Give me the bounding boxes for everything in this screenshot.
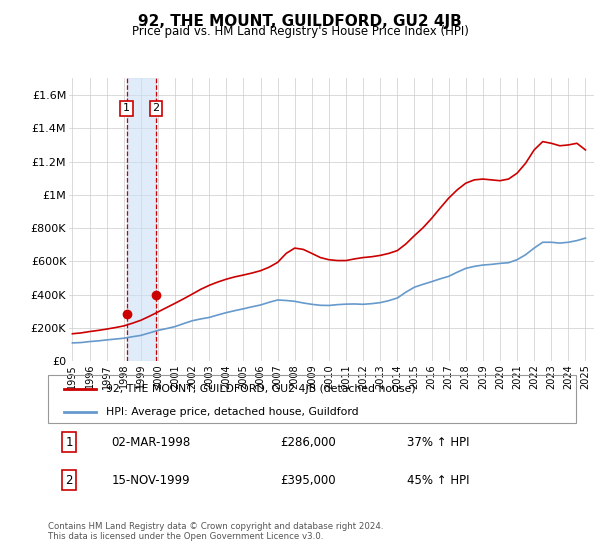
Text: 15-NOV-1999: 15-NOV-1999 bbox=[112, 474, 190, 487]
Text: 1: 1 bbox=[123, 104, 130, 113]
Bar bbox=[127, 78, 156, 361]
Text: 45% ↑ HPI: 45% ↑ HPI bbox=[407, 474, 470, 487]
Text: 1: 1 bbox=[65, 436, 73, 449]
Text: 2: 2 bbox=[65, 474, 73, 487]
Text: 92, THE MOUNT, GUILDFORD, GU2 4JB (detached house): 92, THE MOUNT, GUILDFORD, GU2 4JB (detac… bbox=[106, 384, 416, 394]
Text: 37% ↑ HPI: 37% ↑ HPI bbox=[407, 436, 470, 449]
Text: HPI: Average price, detached house, Guildford: HPI: Average price, detached house, Guil… bbox=[106, 407, 359, 417]
Text: 92, THE MOUNT, GUILDFORD, GU2 4JB: 92, THE MOUNT, GUILDFORD, GU2 4JB bbox=[138, 14, 462, 29]
Text: 02-MAR-1998: 02-MAR-1998 bbox=[112, 436, 191, 449]
Text: £286,000: £286,000 bbox=[280, 436, 336, 449]
Text: Price paid vs. HM Land Registry's House Price Index (HPI): Price paid vs. HM Land Registry's House … bbox=[131, 25, 469, 38]
Text: £395,000: £395,000 bbox=[280, 474, 336, 487]
Text: 2: 2 bbox=[152, 104, 160, 113]
Text: Contains HM Land Registry data © Crown copyright and database right 2024.
This d: Contains HM Land Registry data © Crown c… bbox=[48, 522, 383, 542]
